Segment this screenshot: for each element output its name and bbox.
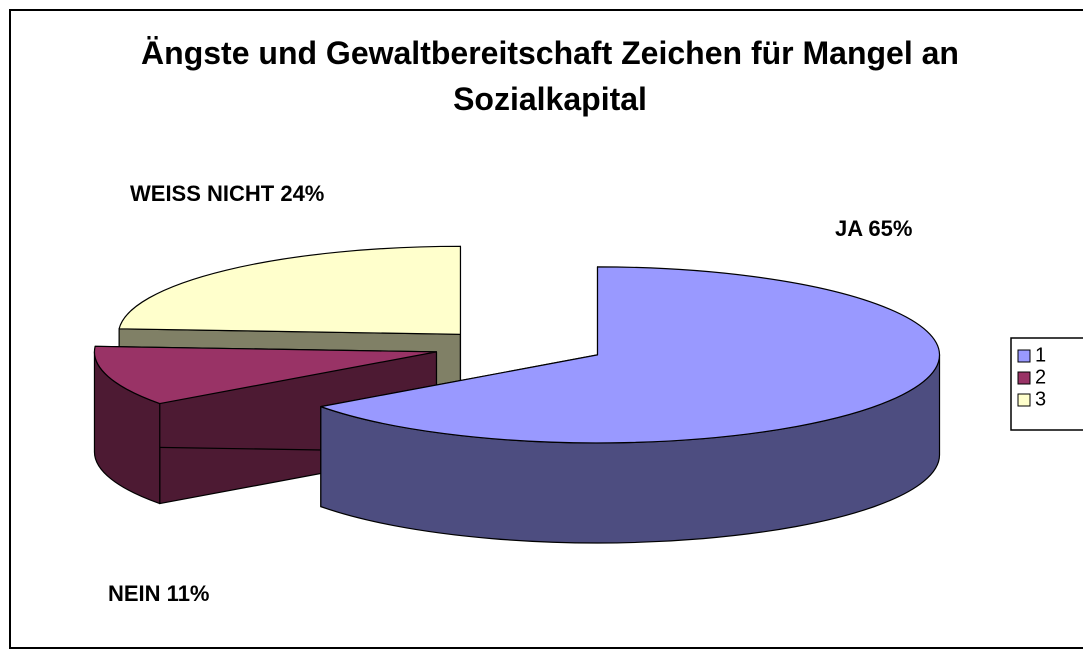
legend-label: 3 [1035, 388, 1046, 410]
legend-label: 2 [1035, 366, 1046, 388]
pie-slice [320, 266, 941, 544]
chart-title: Ängste und Gewaltbereitschaft Zeichen fü… [141, 35, 959, 117]
legend-label: 1 [1035, 344, 1046, 366]
data-label: NEIN 11% [108, 581, 210, 606]
legend-swatch [1017, 371, 1031, 385]
slice-top [93, 345, 438, 405]
slice-top [320, 266, 941, 444]
data-label: JA 65% [835, 216, 912, 241]
slice-top [118, 245, 462, 335]
data-label: WEISS NICHT 24% [130, 181, 324, 206]
legend-swatch [1017, 349, 1031, 363]
legend-swatch [1017, 393, 1031, 407]
